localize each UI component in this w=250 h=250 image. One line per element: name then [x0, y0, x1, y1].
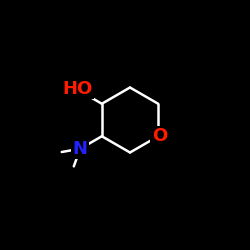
- Text: O: O: [152, 127, 167, 145]
- Text: HO: HO: [62, 80, 93, 98]
- Text: N: N: [73, 140, 88, 158]
